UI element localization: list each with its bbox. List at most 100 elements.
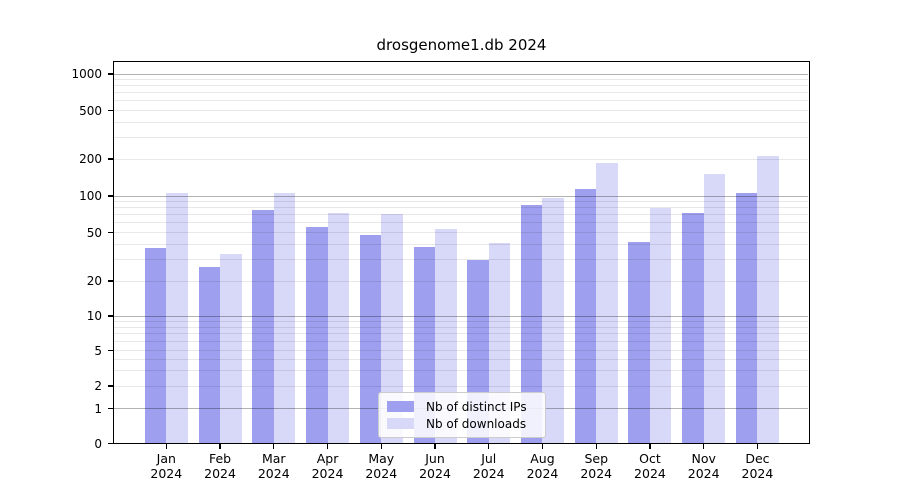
y-tick-label: 100 [79, 189, 102, 203]
x-tick-label: Jul 2024 [472, 451, 505, 481]
bar-distinct-ips [574, 189, 597, 444]
y-tick-label: 1000 [71, 67, 102, 81]
y-gridline-minor [114, 214, 808, 216]
x-tick [703, 444, 705, 449]
y-gridline-minor [114, 158, 808, 160]
bar-downloads [435, 229, 457, 444]
x-tick-label: Nov 2024 [687, 451, 720, 481]
y-gridline-minor [114, 100, 808, 102]
x-tick-label: Apr 2024 [311, 451, 344, 481]
x-tick [595, 444, 597, 449]
y-gridline-minor [114, 92, 808, 94]
y-gridline-major [114, 315, 808, 317]
y-tick [108, 442, 113, 445]
bar-downloads [703, 174, 726, 444]
y-tick-label: 5 [94, 343, 102, 358]
y-gridline-minor [114, 243, 808, 245]
y-gridline-minor [114, 222, 808, 224]
x-tick [165, 444, 167, 449]
bar-downloads [542, 198, 564, 444]
legend: Nb of distinct IPs Nb of downloads [378, 392, 546, 438]
y-gridline-minor [114, 259, 808, 261]
x-tick [434, 444, 436, 449]
bar-distinct-ips [628, 241, 650, 444]
y-gridline-minor [114, 340, 808, 342]
y-tick-label: 10 [86, 309, 102, 323]
y-tick [108, 231, 113, 234]
bar-distinct-ips [735, 192, 758, 444]
x-tick-label: Mar 2024 [257, 451, 290, 481]
x-tick-label: Jan 2024 [150, 451, 183, 481]
bar-distinct-ips [682, 212, 704, 444]
y-gridline-minor [114, 201, 808, 203]
bar-downloads [166, 193, 188, 444]
x-tick [756, 444, 759, 449]
y-gridline-minor [114, 350, 808, 351]
y-tick [108, 73, 113, 75]
y-tick-label: 2 [94, 379, 102, 393]
y-gridline-minor [114, 85, 808, 87]
legend-item-distinct-ips: Nb of distinct IPs [379, 400, 545, 414]
y-gridline-major [114, 195, 808, 197]
y-gridline-minor [114, 110, 808, 111]
legend-swatch-distinct-ips-icon [387, 401, 414, 412]
x-tick [380, 444, 382, 449]
y-tick-label: 20 [86, 274, 102, 288]
y-tick [108, 315, 113, 317]
y-tick-label: 200 [79, 152, 102, 166]
legend-item-downloads: Nb of downloads [379, 417, 545, 431]
y-tick-label: 1 [94, 401, 102, 416]
legend-label-distinct-ips: Nb of distinct IPs [426, 399, 527, 414]
y-tick [108, 109, 113, 112]
x-tick-label: Sep 2024 [580, 451, 613, 481]
chart-title: drosgenome1.db 2024 [376, 36, 547, 54]
y-tick [108, 195, 113, 197]
bar-distinct-ips [198, 267, 221, 444]
y-gridline-minor [114, 207, 808, 209]
y-gridline-major [114, 73, 808, 75]
y-tick [108, 385, 113, 387]
y-gridline-minor [114, 280, 808, 282]
y-tick-label: 0 [94, 436, 102, 451]
x-tick-label: May 2024 [365, 451, 398, 481]
x-tick-label: Dec 2024 [741, 451, 774, 481]
bar-distinct-ips [252, 210, 274, 444]
bar-downloads [381, 214, 403, 444]
y-tick [108, 280, 113, 282]
y-tick-label: 50 [86, 225, 102, 240]
y-tick-label: 500 [79, 103, 102, 118]
bar-downloads [327, 213, 350, 444]
x-tick [488, 444, 490, 449]
bar-distinct-ips [520, 204, 543, 444]
x-tick [219, 444, 221, 449]
x-tick-label: Aug 2024 [526, 451, 559, 481]
y-tick [108, 407, 113, 410]
bar-distinct-ips [144, 248, 167, 444]
bar-distinct-ips [359, 234, 382, 444]
y-gridline-minor [114, 79, 808, 81]
x-tick-label: Jun 2024 [419, 451, 451, 481]
x-tick [273, 444, 275, 449]
y-gridline-minor [114, 385, 808, 387]
bar-downloads [273, 193, 296, 444]
y-gridline-minor [114, 333, 808, 335]
bar-distinct-ips [306, 227, 328, 444]
x-tick [649, 444, 651, 449]
y-gridline-minor [114, 326, 808, 328]
x-tick [326, 444, 329, 449]
legend-swatch-downloads-icon [387, 418, 414, 429]
x-tick [541, 444, 544, 449]
y-gridline-minor [114, 232, 808, 233]
x-tick-label: Feb 2024 [204, 451, 236, 481]
y-gridline-minor [114, 121, 808, 123]
y-gridline-minor [114, 358, 808, 360]
y-gridline-minor [114, 137, 808, 139]
x-tick-label: Oct 2024 [634, 451, 666, 481]
y-gridline-minor [114, 369, 808, 371]
bar-downloads [757, 156, 779, 444]
y-tick [108, 349, 113, 352]
legend-label-downloads: Nb of downloads [426, 416, 527, 431]
bar-downloads [649, 207, 672, 444]
y-gridline-minor [114, 320, 808, 322]
